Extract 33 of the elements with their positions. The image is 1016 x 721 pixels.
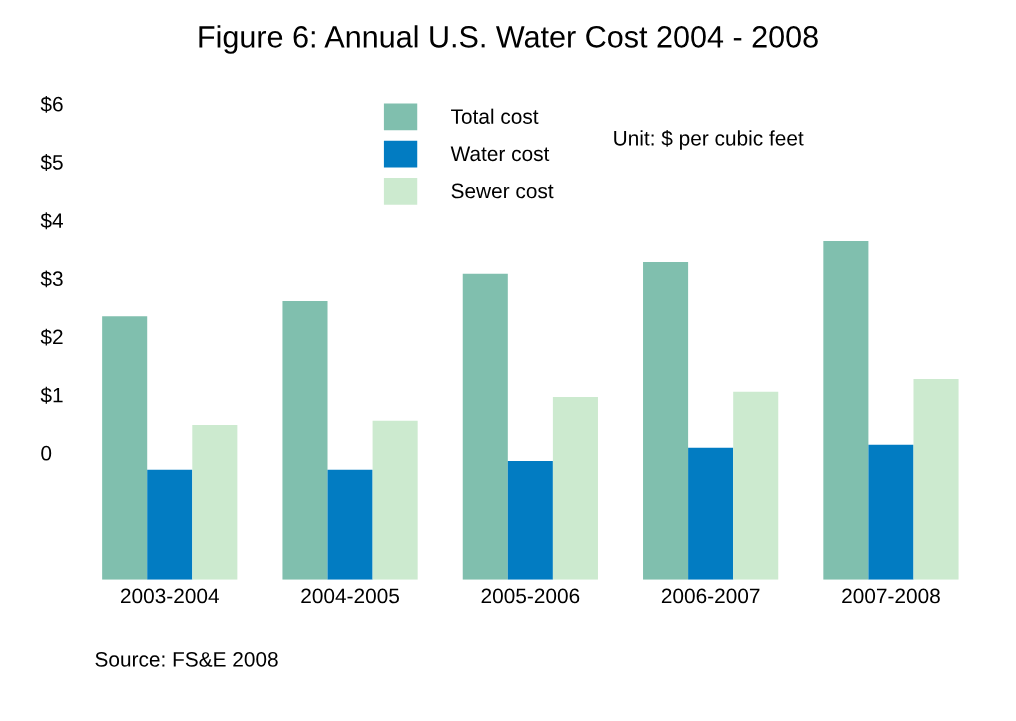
bar [913, 378, 959, 580]
x-tick-label: 2003-2004 [120, 588, 219, 604]
bar [688, 447, 734, 580]
bar [327, 469, 373, 580]
bar [147, 469, 193, 580]
bar [868, 444, 914, 580]
x-tick-label: 2004-2005 [301, 588, 399, 604]
chart-title: Figure 6: Annual U.S. Water Cost 2004 - 2008 [199, 25, 818, 54]
y-tick-label: $2 [40, 328, 63, 346]
y-tick-label: $4 [40, 212, 63, 230]
annotation: Unit: $ per cubic feet [614, 130, 804, 150]
y-tick-label: 0 [41, 445, 52, 461]
y-tick-label: $6 [40, 95, 63, 113]
bar [823, 241, 869, 580]
bar [372, 420, 418, 580]
x-tick-label: 2006-2007 [661, 588, 760, 604]
x-tick-label: 2005-2006 [481, 588, 580, 604]
y-tick-label: $1 [40, 386, 63, 404]
legend-label: Water cost [450, 146, 550, 162]
bar [282, 301, 328, 580]
bar [552, 397, 598, 580]
y-tick-label: $3 [40, 270, 63, 288]
legend-label: Total cost [451, 108, 539, 124]
y-tick-label: $5 [40, 154, 63, 171]
legend-label: Sewer cost [451, 183, 554, 199]
bar [192, 424, 238, 580]
bar [462, 273, 508, 580]
bar [643, 262, 689, 580]
x-tick-label: 2007-2008 [842, 588, 940, 604]
bar [507, 461, 553, 580]
bar [733, 391, 779, 580]
bar [102, 316, 148, 580]
source-note: Source: FS&E 2008 [95, 652, 278, 667]
